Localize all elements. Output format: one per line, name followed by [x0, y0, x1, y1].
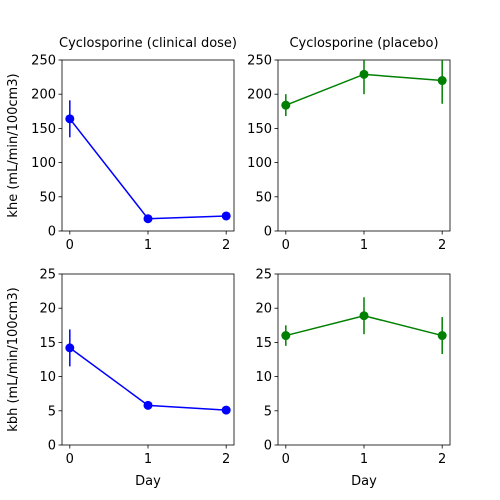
- y-tick-label: 150: [247, 122, 272, 137]
- data-point: [359, 311, 369, 321]
- y-tick-label: 20: [255, 302, 272, 317]
- data-point: [281, 331, 291, 341]
- data-point: [221, 211, 231, 221]
- x-tick-label: 1: [144, 452, 152, 467]
- data-point: [221, 405, 231, 415]
- data-point: [437, 76, 447, 86]
- y-tick-label: 15: [39, 336, 56, 351]
- data-point: [65, 114, 75, 124]
- x-tick-label: 0: [66, 238, 74, 253]
- y-tick-label: 250: [247, 54, 272, 69]
- x-tick-label: 2: [222, 452, 230, 467]
- y-tick-label: 200: [31, 88, 56, 103]
- y-tick-label: 0: [264, 439, 272, 454]
- subplot-title: Cyclosporine (placebo): [289, 36, 438, 51]
- data-point: [437, 331, 447, 341]
- x-tick-label: 2: [438, 238, 446, 253]
- y-tick-label: 5: [264, 404, 272, 419]
- x-tick-label: 0: [282, 452, 290, 467]
- subplot-4: 0 5 10 15 20 25 0 1 2 Day: [255, 268, 451, 489]
- x-tick-label: 1: [144, 238, 152, 253]
- y-tick-label: 25: [255, 268, 272, 283]
- y-tick-label: 5: [48, 404, 56, 419]
- y-tick-label: 150: [31, 122, 56, 137]
- data-point: [359, 69, 369, 79]
- y-tick-label: 10: [39, 370, 56, 385]
- subplot-3: 0 5 10 15 20 25 0 1 2 Day kbh (mL/min/100cm3): [6, 268, 235, 489]
- subplot-2: 0 50 100 150 200 250 0 1 2 Cyclosporine (placebo): [247, 36, 451, 253]
- data-point: [65, 343, 75, 353]
- y-tick-label: 100: [31, 156, 56, 171]
- data-point: [143, 400, 153, 410]
- y-tick-label: 0: [48, 225, 56, 240]
- x-tick-label: 1: [360, 452, 368, 467]
- y-tick-label: 0: [264, 225, 272, 240]
- y-tick-label: 250: [31, 54, 56, 69]
- y-tick-label: 25: [39, 268, 56, 283]
- y-tick-label: 50: [255, 190, 272, 205]
- y-tick-label: 100: [247, 156, 272, 171]
- y-axis-label: kbh (mL/min/100cm3): [6, 287, 21, 431]
- subplot-title: Cyclosporine (clinical dose): [59, 36, 237, 51]
- y-tick-label: 20: [39, 302, 56, 317]
- y-tick-label: 50: [39, 190, 56, 205]
- x-tick-label: 0: [66, 452, 74, 467]
- x-axis-label: Day: [135, 474, 161, 489]
- y-tick-label: 10: [255, 370, 272, 385]
- x-axis-label: Day: [351, 474, 377, 489]
- x-tick-label: 1: [360, 238, 368, 253]
- y-tick-label: 15: [255, 336, 272, 351]
- data-point: [143, 214, 153, 224]
- subplot-1: 0 50 100 150 200 250 0 1 2 Cyclosporine (clinical…: [6, 36, 237, 253]
- x-tick-label: 2: [438, 452, 446, 467]
- y-tick-label: 200: [247, 88, 272, 103]
- y-axis-label: khe (mL/min/100cm3): [6, 73, 21, 217]
- data-point: [281, 100, 291, 110]
- x-tick-label: 0: [282, 238, 290, 253]
- x-tick-label: 2: [222, 238, 230, 253]
- y-tick-label: 0: [48, 439, 56, 454]
